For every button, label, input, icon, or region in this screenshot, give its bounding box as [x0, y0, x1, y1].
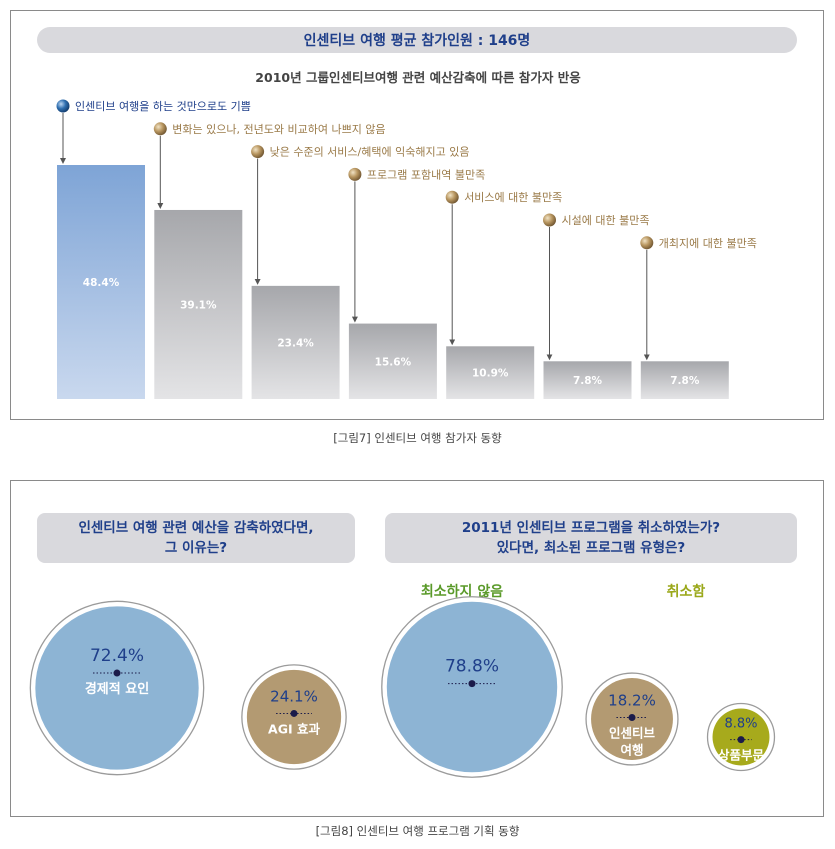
- bubble-percent: 18.2%: [608, 691, 656, 709]
- figure7-title: 인센티브 여행 평균 참가인원 : 146명: [37, 27, 797, 53]
- center-dot: [113, 669, 121, 677]
- question-program-cancel: 2011년 인센티브 프로그램을 취소하였는가? 있다면, 최소된 프로그램 유…: [385, 513, 797, 563]
- bubble-percent: 8.8%: [724, 717, 757, 732]
- bar-3: [251, 285, 340, 399]
- category-label: 서비스에 대한 불만족: [464, 191, 562, 204]
- figure8-panel: 인센티브 여행 관련 예산을 감축하였다면, 그 이유는? 2011년 인센티브…: [10, 480, 824, 817]
- category-label: 낮은 수준의 서비스/혜택에 익숙해지고 있음: [270, 145, 470, 159]
- bar-7: [640, 361, 729, 399]
- category-label: 변화는 있으나, 전년도와 비교하여 나쁘지 않음: [172, 122, 385, 136]
- center-dot: [468, 680, 476, 688]
- bar-6: [543, 361, 632, 399]
- bar-value-label: 15.6%: [375, 356, 412, 368]
- bubble-percent: 24.1%: [270, 687, 318, 705]
- category-label: 시설에 대한 불만족: [562, 214, 650, 227]
- question1-line1: 인센티브 여행 관련 예산을 감축하였다면,: [78, 520, 314, 536]
- question2-line2: 있다면, 최소된 프로그램 유형은?: [496, 540, 686, 556]
- bar-value-label: 48.4%: [83, 277, 120, 289]
- bubble-label: 상품부문: [718, 748, 765, 763]
- question-budget-reason: 인센티브 여행 관련 예산을 감축하였다면, 그 이유는?: [37, 513, 355, 563]
- participant-reaction-bar-chart: 48.4% 39.1% 23.4% 15.6% 10.9% 7.8% 7.8% 인센티브 여…: [56, 99, 757, 399]
- bar-2: [154, 209, 243, 399]
- figure7-caption: [그림7] 인센티브 여행 참가자 동향: [333, 431, 502, 445]
- bubble-label: 경제적 요인: [85, 681, 149, 697]
- center-dot: [628, 713, 636, 721]
- question1-line2: 그 이유는?: [164, 540, 228, 556]
- bubble-2-3: 8.8% 상품부문: [706, 702, 776, 772]
- legend-ball-icon: [153, 122, 167, 136]
- bar-value-label: 23.4%: [277, 337, 314, 349]
- legend-ball-icon: [543, 213, 556, 227]
- bar-value-label: 7.8%: [670, 375, 700, 387]
- bubble-label: AGI 효과: [268, 721, 320, 736]
- bar-value-label: 10.9%: [472, 368, 509, 380]
- bubble-fill: [246, 669, 342, 765]
- legend-ball-icon: [56, 99, 70, 113]
- figure8-caption: [그림8] 인센티브 여행 프로그램 기획 동향: [315, 824, 520, 838]
- bubble-1-1: 72.4% 경제적 요인: [29, 600, 205, 776]
- bar-4: [348, 323, 437, 399]
- figure7-panel: 인센티브 여행 평균 참가인원 : 146명 2010년 그룹인센티브여행 관련…: [10, 10, 824, 420]
- figure7-subtitle: 2010년 그룹인센티브여행 관련 예산감축에 따른 참가자 반응: [255, 70, 581, 85]
- bubble-2-1: 78.8%: [381, 596, 563, 778]
- bubble-percent: 78.8%: [445, 657, 499, 677]
- group-not-cancelled-label: 최소하지 않음: [420, 584, 504, 600]
- center-dot: [737, 736, 745, 744]
- category-label: 프로그램 포함내역 불만족: [367, 168, 485, 181]
- bar-5: [446, 346, 535, 399]
- legend-ball-icon: [348, 167, 362, 181]
- bubble-charts: 72.4% 경제적 요인 24.1% AGI 효과 78.8% 18.2% 인센티브여행 8.…: [29, 596, 776, 778]
- bubble-label: 인센티브: [609, 725, 656, 740]
- legend-ball-icon: [251, 145, 265, 159]
- legend-ball-icon: [445, 190, 459, 204]
- center-dot: [290, 709, 298, 717]
- bar-value-label: 7.8%: [573, 375, 603, 387]
- legend-ball-icon: [640, 236, 654, 250]
- group-cancelled-label: 취소함: [666, 584, 706, 600]
- bubble-fill: [35, 606, 199, 770]
- bar-value-label: 39.1%: [180, 299, 217, 311]
- bar-1: [57, 165, 145, 399]
- bubble-percent: 72.4%: [90, 646, 144, 666]
- bubble-1-2: 24.1% AGI 효과: [241, 664, 347, 770]
- bubble-2-2: 18.2% 인센티브여행: [585, 672, 679, 766]
- question2-line1: 2011년 인센티브 프로그램을 취소하였는가?: [461, 520, 721, 536]
- category-label: 인센티브 여행을 하는 것만으로도 기쁨: [75, 99, 251, 113]
- bubble-label: 여행: [620, 742, 643, 757]
- category-label: 개최지에 대한 불만족: [659, 237, 757, 250]
